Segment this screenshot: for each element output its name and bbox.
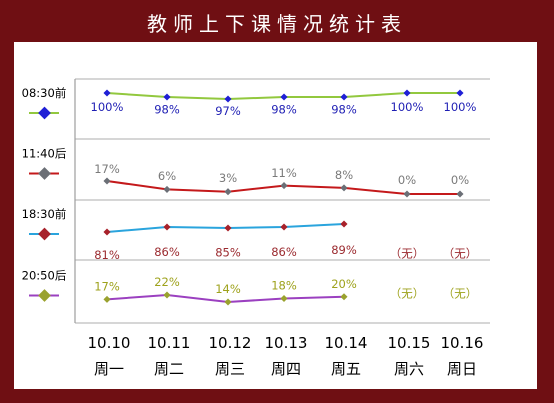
point-1-2 (224, 188, 232, 196)
legend-label-3: 20:50后 (22, 269, 67, 283)
point-2-4 (340, 220, 348, 228)
legend-marker-0 (38, 106, 51, 120)
point-0-2 (224, 95, 232, 103)
data-label-3-5: （无） (390, 287, 425, 301)
data-label-0-3: 98% (271, 103, 297, 117)
x-tick-weekday-6: 周日 (447, 360, 477, 378)
data-label-1-0: 17% (94, 162, 120, 176)
data-label-3-4: 20% (331, 277, 357, 291)
chart-title: 教师上下课情况统计表 (147, 12, 407, 36)
point-3-2 (224, 298, 232, 306)
data-label-3-3: 18% (271, 279, 297, 293)
x-tick-weekday-0: 周一 (94, 360, 124, 378)
point-3-3 (280, 294, 288, 303)
data-label-2-5: （无） (390, 247, 425, 261)
legend-marker-3 (38, 289, 51, 302)
point-1-1 (163, 185, 171, 193)
data-label-1-5: 0% (398, 173, 416, 187)
point-0-1 (163, 93, 171, 101)
data-label-1-1: 6% (158, 169, 176, 183)
point-0-0 (103, 89, 111, 97)
data-label-0-2: 97% (215, 104, 241, 118)
data-label-3-0: 17% (94, 279, 120, 293)
point-0-3 (280, 93, 288, 101)
x-tick-weekday-5: 周六 (394, 360, 424, 378)
legend-label-1: 11:40后 (22, 147, 67, 161)
x-tick-weekday-2: 周三 (215, 360, 245, 378)
legend-label-0: 08:30前 (22, 86, 67, 100)
data-label-0-0: 100% (91, 100, 124, 114)
point-0-4 (340, 93, 348, 101)
legend-marker-2 (38, 227, 51, 241)
x-tick-date-4: 10.14 (325, 334, 368, 352)
data-label-1-4: 8% (335, 168, 353, 182)
data-label-1-3: 11% (271, 166, 297, 180)
point-2-1 (163, 223, 171, 231)
point-2-2 (224, 224, 232, 232)
point-2-0 (103, 228, 111, 236)
point-2-3 (280, 223, 288, 231)
data-label-0-5: 100% (391, 100, 424, 114)
point-3-0 (103, 295, 111, 303)
x-tick-date-6: 10.16 (441, 334, 484, 352)
point-3-1 (163, 291, 171, 299)
data-label-3-1: 22% (154, 275, 180, 289)
legend-label-2: 18:30前 (22, 207, 67, 221)
series-line-3 (106, 293, 345, 304)
point-0-6 (456, 89, 464, 97)
x-tick-date-2: 10.12 (209, 334, 252, 352)
data-label-1-6: 0% (451, 173, 469, 187)
x-tick-date-0: 10.10 (88, 334, 131, 352)
line-chart: 08:30前 100% 98% 97% 98% 98% 100% 100% 11:40后 17% 6… (22, 78, 490, 378)
data-label-3-2: 14% (215, 282, 241, 296)
x-tick-date-3: 10.13 (265, 334, 308, 352)
x-tick-date-5: 10.15 (388, 334, 431, 352)
data-label-0-6: 100% (444, 100, 477, 114)
data-label-2-4: 89% (331, 243, 357, 257)
point-1-4 (340, 184, 348, 192)
point-1-3 (280, 182, 288, 190)
x-tick-weekday-3: 周四 (271, 360, 301, 378)
data-label-1-2: 3% (219, 171, 237, 185)
data-label-2-1: 86% (154, 245, 180, 259)
point-0-5 (403, 89, 411, 97)
legend-marker-1 (38, 167, 51, 180)
data-label-2-0: 81% (94, 248, 120, 262)
chart-panel: 08:30前 100% 98% 97% 98% 98% 100% 100% 11:40后 17% 6… (14, 42, 537, 389)
data-label-2-3: 86% (271, 245, 297, 259)
point-3-4 (340, 293, 348, 301)
x-tick-weekday-4: 周五 (331, 360, 361, 378)
point-1-5 (403, 190, 411, 198)
point-1-6 (456, 190, 464, 198)
data-label-2-2: 85% (215, 246, 241, 260)
x-tick-weekday-1: 周二 (154, 360, 184, 378)
data-label-3-6: （无） (443, 287, 478, 301)
data-label-0-1: 98% (154, 103, 180, 117)
x-tick-date-1: 10.11 (148, 334, 191, 352)
data-label-2-6: （无） (443, 247, 478, 261)
point-1-0 (103, 177, 111, 185)
data-label-0-4: 98% (331, 103, 357, 117)
